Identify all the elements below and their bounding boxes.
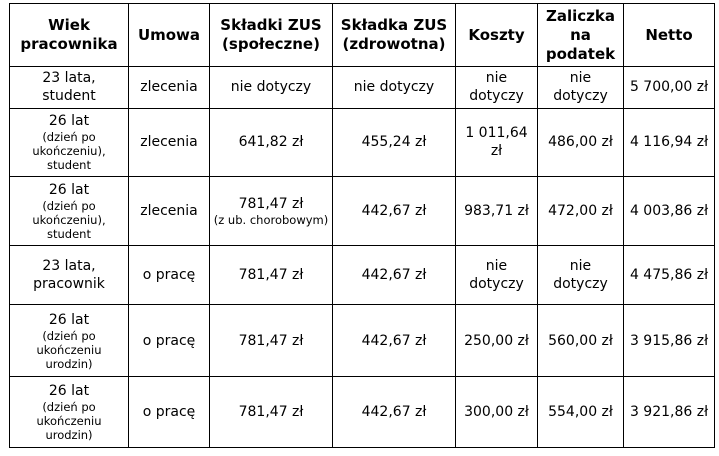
cell-skladka-zdrowotna: 442,67 zł <box>332 376 456 448</box>
wiek-note: (dzień po ukończeniu), <box>32 199 106 228</box>
cell-zaliczka: 554,00 zł <box>537 376 624 448</box>
cell-skladki-spoleczne: nie dotyczy <box>209 66 333 109</box>
cell-skladka-zdrowotna: 442,67 zł <box>332 245 456 306</box>
cell-umowa: zlecenia <box>128 176 210 247</box>
cell-zaliczka: 486,00 zł <box>537 107 624 178</box>
wiek-main: 26 lat <box>48 113 90 130</box>
cell-wiek: 26 lat (dzień po ukończeniu), student <box>9 176 129 247</box>
cell-skladki-spoleczne: 781,47 zł <box>209 245 333 306</box>
cell-skladki-spoleczne: 781,47 zł <box>209 376 333 448</box>
table-row: 26 lat (dzień po ukończeniu urodzin) o pra… <box>9 376 715 448</box>
cell-skladki-spoleczne: 781,47 zł <box>209 304 333 378</box>
wiek-status: student <box>42 88 96 105</box>
cell-wiek: 26 lat (dzień po ukończeniu urodzin) <box>9 304 129 378</box>
cell-wiek: 23 lata, student <box>9 66 129 109</box>
skladki-value: 781,47 zł <box>238 404 304 420</box>
cell-skladka-zdrowotna: 442,67 zł <box>332 176 456 247</box>
table-row: 26 lat (dzień po ukończeniu), student zlece… <box>9 107 715 178</box>
cell-netto: 4 475,86 zł <box>623 245 715 306</box>
cell-koszty: 300,00 zł <box>455 376 538 448</box>
cell-zaliczka: 472,00 zł <box>537 176 624 247</box>
cell-zaliczka: 560,00 zł <box>537 304 624 378</box>
cell-zaliczka: nie dotyczy <box>537 245 624 306</box>
cell-umowa: o pracę <box>128 376 210 448</box>
cell-koszty: 1 011,64 zł <box>455 107 538 178</box>
cell-umowa: o pracę <box>128 304 210 378</box>
skladki-value: 781,47 zł <box>238 196 304 213</box>
skladki-note: (z ub. chorobowym) <box>213 213 329 228</box>
header-skladka-zdrowotna: Składka ZUS (zdrowotna) <box>332 3 456 67</box>
header-wiek: Wiek pracownika <box>9 3 129 67</box>
wiek-status: pracownik <box>33 276 105 293</box>
cell-netto: 3 921,86 zł <box>623 376 715 448</box>
cell-skladki-spoleczne: 641,82 zł <box>209 107 333 178</box>
skladki-value: 781,47 zł <box>238 267 304 284</box>
header-zaliczka: Zaliczka na podatek <box>537 3 624 67</box>
table-row: 23 lata, pracownik o pracę 781,47 zł 442,67 … <box>9 245 715 306</box>
cell-koszty: 250,00 zł <box>455 304 538 378</box>
cell-skladki-spoleczne: 781,47 zł (z ub. chorobowym) <box>209 176 333 247</box>
cell-koszty: nie dotyczy <box>455 66 538 109</box>
cell-umowa: zlecenia <box>128 107 210 178</box>
wiek-main: 23 lata, <box>42 258 96 275</box>
cell-netto: 5 700,00 zł <box>623 66 715 109</box>
cell-umowa: o pracę <box>128 245 210 306</box>
cell-koszty: 983,71 zł <box>455 176 538 247</box>
cell-skladka-zdrowotna: nie dotyczy <box>332 66 456 109</box>
salary-comparison-table: Wiek pracownika Umowa Składki ZUS (społe… <box>9 3 715 448</box>
header-skladki-spoleczne: Składki ZUS (społeczne) <box>209 3 333 67</box>
cell-umowa: zlecenia <box>128 66 210 109</box>
wiek-main: 23 lata, <box>42 70 96 87</box>
cell-netto: 3 915,86 zł <box>623 304 715 378</box>
wiek-status: student <box>47 158 91 173</box>
skladki-value: nie dotyczy <box>230 79 312 96</box>
wiek-main: 26 lat <box>48 182 90 199</box>
cell-netto: 4 003,86 zł <box>623 176 715 247</box>
cell-skladka-zdrowotna: 442,67 zł <box>332 304 456 378</box>
wiek-main: 26 lat <box>48 311 90 328</box>
wiek-status: student <box>47 227 91 242</box>
header-netto: Netto <box>623 3 715 67</box>
wiek-note: (dzień po ukończeniu urodzin) <box>36 400 102 442</box>
cell-wiek: 23 lata, pracownik <box>9 245 129 306</box>
header-koszty: Koszty <box>455 3 538 67</box>
cell-zaliczka: nie dotyczy <box>537 66 624 109</box>
table-row: 23 lata, student zlecenia nie dotyczy nie do… <box>9 66 715 109</box>
cell-wiek: 26 lat (dzień po ukończeniu), student <box>9 107 129 178</box>
table-row: 26 lat (dzień po ukończeniu urodzin) o pra… <box>9 304 715 378</box>
cell-wiek: 26 lat (dzień po ukończeniu urodzin) <box>9 376 129 448</box>
table-row: 26 lat (dzień po ukończeniu), student zlece… <box>9 176 715 247</box>
wiek-main: 26 lat <box>48 383 90 399</box>
header-umowa: Umowa <box>128 3 210 67</box>
wiek-note: (dzień po ukończeniu), <box>32 130 106 159</box>
skladki-value: 641,82 zł <box>238 134 304 151</box>
skladki-value: 781,47 zł <box>238 332 304 349</box>
cell-koszty: nie dotyczy <box>455 245 538 306</box>
cell-skladka-zdrowotna: 455,24 zł <box>332 107 456 178</box>
header-row: Wiek pracownika Umowa Składki ZUS (społe… <box>9 3 715 67</box>
cell-netto: 4 116,94 zł <box>623 107 715 178</box>
wiek-note: (dzień po ukończeniu urodzin) <box>36 328 102 371</box>
